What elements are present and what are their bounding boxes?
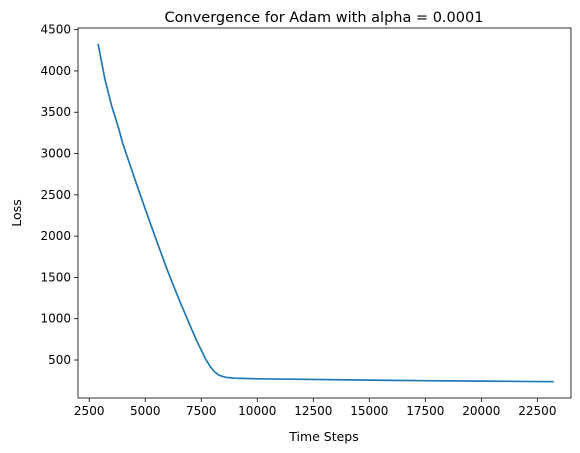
y-tick-label: 1000 (40, 312, 71, 326)
plot-area (78, 28, 571, 398)
x-axis-label: Time Steps (288, 429, 359, 444)
x-tick-label: 12500 (294, 404, 332, 418)
y-axis-label: Loss (9, 199, 24, 226)
plot-frame (77, 27, 572, 399)
y-tick-label: 2500 (40, 188, 71, 202)
x-tick-label: 22500 (518, 404, 556, 418)
y-tick-label: 4500 (40, 23, 71, 37)
y-tick-label: 2000 (40, 229, 71, 243)
loss-series-line (97, 43, 554, 383)
x-tick-label: 20000 (462, 404, 500, 418)
y-tick-label: 1500 (40, 270, 71, 284)
chart-title: Convergence for Adam with alpha = 0.0001 (165, 10, 484, 26)
y-tick-label: 4000 (40, 64, 71, 78)
y-tick-label: 3500 (40, 105, 71, 119)
x-tick-label: 5000 (130, 404, 161, 418)
x-tick-label: 15000 (350, 404, 388, 418)
y-tick-label: 500 (48, 353, 71, 367)
x-tick-label: 10000 (238, 404, 276, 418)
x-tick-label: 17500 (406, 404, 444, 418)
x-tick-label: 2500 (74, 404, 105, 418)
y-tick-label: 3000 (40, 147, 71, 161)
x-tick-label: 7500 (186, 404, 217, 418)
